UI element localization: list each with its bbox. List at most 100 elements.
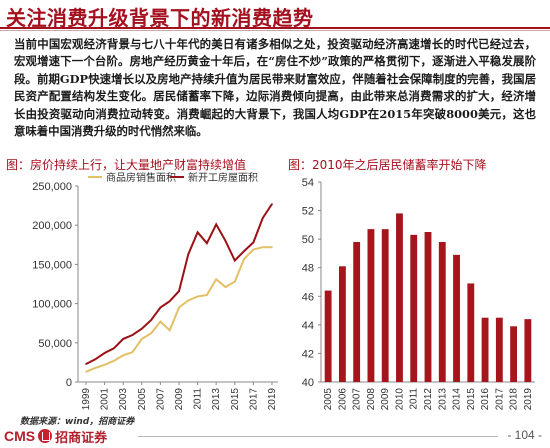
x-tick-label: 2009 [174,388,185,411]
series-1-point [141,338,143,340]
x-tick-label: 2007 [352,388,363,411]
x-tick-label: 2007 [155,388,166,411]
series-2-point [141,327,143,330]
series-2-point [150,319,152,321]
footer-rule [138,436,498,437]
series-2-point [215,223,217,226]
bar-2007 [353,242,361,382]
series-1-point [103,363,106,366]
legend-label-2: 新开工房屋面积 [188,171,258,184]
chart-title-housing: 图：房价持续上行，让大量地产财富持续增值 [6,158,247,172]
series-1-point [234,280,236,283]
chart-title-savings: 图：2010年之后居民储蓄率开始下降 [288,158,487,172]
series-2-point [131,334,134,336]
series-1-point [85,371,87,373]
x-tick-label: 2012 [423,388,434,411]
series-2-point [94,358,97,361]
x-tick-label: 2019 [267,388,278,411]
x-tick-label: 2005 [323,388,334,411]
y-tick-label: 44 [302,320,314,332]
title-rule [0,27,550,29]
x-tick-label: 2003 [118,388,129,411]
bar-2017 [495,317,503,382]
x-tick-label: 2013 [211,388,222,411]
x-tick-label: 2014 [452,388,463,411]
series-1-point [215,278,217,281]
data-source: 数据来源：wind，招商证券 [20,417,135,427]
bar-2008 [367,229,375,382]
series-1-point [252,248,255,251]
series-1-point [243,258,245,260]
bar-chart-savings-rate: 40 42 44 46 48 50 52 54 2005 2006 2007 2008 2009 2010… [302,177,535,411]
line-chart-housing: 0 50,000 100,000 150,000 200,000 250,000 1999 2… [32,171,278,411]
series-2-point [196,231,199,234]
series-1-point [168,329,171,332]
y-tick-label: 200,000 [32,220,72,232]
series-2-point [122,338,124,340]
series-line-1 [85,246,272,373]
y-tick-label: 54 [302,177,314,189]
series-1-point [261,246,264,248]
x-tick-label: 2008 [366,388,377,411]
page-number: - 104 - [507,428,542,442]
series-1-point [206,294,208,296]
series-1-point [187,299,190,302]
x-tick-label: 2015 [466,388,477,411]
series-1-point [131,351,134,354]
bar-2019 [524,319,532,382]
x-tick-label: 2013 [437,388,448,411]
x-tick-label: 1999 [81,388,92,411]
series-2-point [168,300,171,303]
series-1-point [196,295,199,298]
x-tick-label: 2017 [494,388,505,411]
legend-label-1: 商品房销售面积 [106,171,176,184]
logo-cms-text: CMS [4,428,36,444]
summary-paragraph: 当前中国宏观经济背景与七八十年代的美日有诸多相似之处，投资驱动经济高速增长的时代… [14,37,536,139]
bar-2016 [481,317,489,382]
y-tick-label: 150,000 [32,259,72,271]
bar-2015 [467,283,475,382]
y-tick-label: 48 [302,263,314,275]
logo-company-name: 招商证券 [55,430,108,446]
series-1-point [178,306,180,309]
y-tick-label: 50 [302,234,314,246]
bar-2010 [396,213,403,382]
y-tick-label: 40 [302,377,314,389]
bar-2006 [338,266,346,382]
bar-2014 [453,254,460,382]
y-tick-label: 46 [302,291,314,303]
x-tick-label: 2017 [248,388,259,411]
x-tick-label: 2011 [409,388,420,410]
series-2-point [187,253,190,256]
series-1-point [224,286,227,288]
series-1-point [94,367,97,369]
series-2-point [206,242,208,245]
series-2-point [85,363,87,365]
series-2-point [252,241,255,244]
series-2-point [234,259,236,262]
x-tick-label: 2011 [193,388,204,410]
y-tick-label: 52 [302,206,314,218]
series-1-point [271,246,273,248]
bar-2012 [424,232,432,382]
series-1-point [150,332,152,335]
y-tick-label: 42 [302,348,314,360]
bar-2005 [324,290,332,382]
page-title: 关注消费升级背景下的新消费趋势 [6,6,314,30]
x-tick-label: 2001 [100,388,111,411]
y-tick-label: 250,000 [32,181,72,193]
series-1-point [159,320,162,323]
x-tick-label: 2016 [480,388,491,411]
series-2-point [159,306,162,309]
title-rule-thin [0,30,550,31]
series-2-point [224,240,227,242]
series-line-2 [85,203,273,365]
logo-mark-icon [38,429,53,443]
series-2-point [113,347,115,350]
bar-2011 [410,234,418,382]
x-tick-label: 2009 [380,388,391,411]
y-tick-label: 0 [66,377,72,389]
series-2-point [103,352,106,354]
series-2-point [271,203,273,205]
x-tick-label: 2019 [523,388,534,411]
